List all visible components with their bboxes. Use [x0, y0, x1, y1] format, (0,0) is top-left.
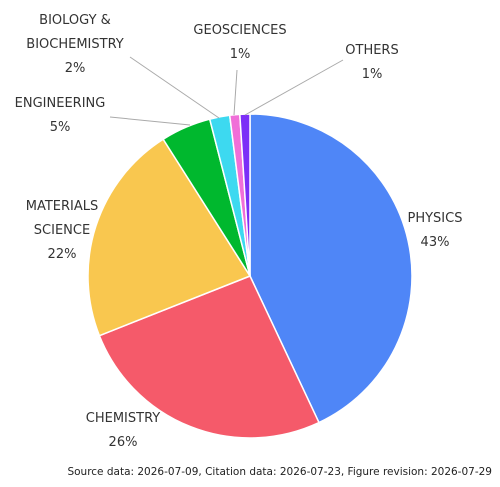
slice-label: CHEMISTRY 26% [68, 407, 178, 455]
footnote: Source data: 2026-07-09, Citation data: … [67, 466, 492, 478]
slice-label: GEOSCIENCES 1% [180, 19, 300, 67]
slice-label: MATERIALS SCIENCE 22% [12, 195, 112, 267]
category-label: MATERIALS SCIENCE [25, 199, 99, 238]
category-label: ENGINEERING [14, 96, 106, 111]
value-label: 26% [108, 435, 138, 450]
leader-line [129, 56, 220, 119]
category-label: GEOSCIENCES [193, 23, 287, 38]
value-label: 2% [64, 61, 86, 76]
slice-label: OTHERS 1% [332, 39, 412, 87]
value-label: 22% [47, 247, 77, 262]
slice-label: PHYSICS 43% [390, 207, 480, 255]
pie-slice [249, 113, 413, 424]
category-label: PHYSICS [407, 211, 463, 226]
category-label: OTHERS [345, 43, 399, 58]
slice-label: ENGINEERING 5% [0, 92, 120, 140]
value-label: 1% [361, 67, 383, 82]
pie-slice [98, 275, 320, 439]
pie-slice [87, 138, 252, 337]
value-label: 43% [420, 235, 450, 250]
slice-label: BIOLOGY & BIOCHEMISTRY 2% [13, 9, 138, 81]
leader-line [233, 69, 238, 116]
leader-line [244, 59, 344, 116]
value-label: 5% [49, 120, 71, 135]
value-label: 1% [229, 47, 251, 62]
leader-line [109, 116, 191, 126]
category-label: BIOLOGY & BIOCHEMISTRY [26, 13, 124, 52]
pie-slice [239, 113, 251, 277]
category-label: CHEMISTRY [85, 411, 161, 426]
